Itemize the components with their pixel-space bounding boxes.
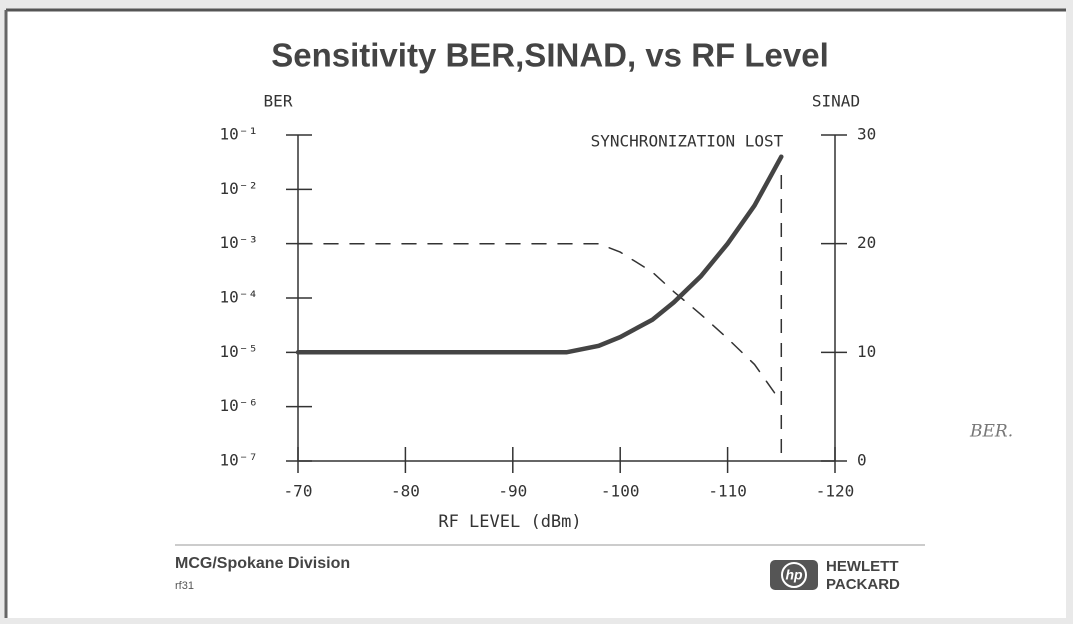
handwritten-note: BER. [969,422,1013,442]
hp-logo-mark: hp [785,567,803,583]
hp-logo-box [770,560,818,590]
annotation-text: SYNCHRONIZATION LOST [591,132,784,151]
x-axis-label: RF LEVEL (dBm) [438,512,581,532]
y2-tick-label: 0 [857,451,867,470]
y2-tick-label: 10 [857,342,876,361]
y-tick-label: 10⁻⁷ [219,451,258,470]
footer-code: rf31 [175,580,194,592]
y2-tick-label: 30 [857,125,876,144]
y-tick-label: 10⁻² [219,179,258,198]
footer-division: MCG/Spokane Division [175,555,350,572]
x-tick-label: -120 [816,482,855,501]
chart-title: Sensitivity BER,SINAD, vs RF Level [271,37,829,74]
y-tick-label: 10⁻¹ [219,125,258,144]
hp-logo-text: PACKARD [826,576,900,593]
slide-background [6,10,1066,618]
x-tick-label: -90 [498,482,527,501]
y-tick-label: 10⁻⁶ [219,396,258,415]
y-tick-label: 10⁻⁴ [219,288,258,307]
series-line [295,154,784,355]
x-tick-label: -110 [708,482,747,501]
y-tick-label: 10⁻⁵ [219,342,258,361]
y-axis-label: BER [264,92,293,111]
y2-tick-label: 20 [857,233,876,252]
y2-axis-label: SINAD [812,92,860,111]
y-tick-label: 10⁻³ [219,233,258,252]
x-tick-label: -70 [284,482,313,501]
x-tick-label: -100 [601,482,640,501]
x-tick-label: -80 [391,482,420,501]
hp-logo-circle [781,562,807,588]
hp-logo-text: HEWLETT [826,558,899,575]
series-line [297,242,783,404]
